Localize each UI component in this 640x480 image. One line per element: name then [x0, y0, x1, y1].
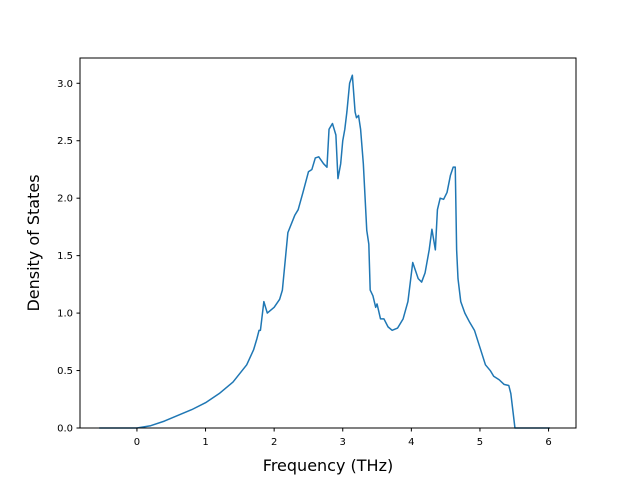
x-tick-label: 6 — [545, 437, 551, 448]
x-axis-label: Frequency (THz) — [263, 456, 393, 475]
x-tick-label: 4 — [408, 437, 414, 448]
y-tick-label: 0.5 — [57, 366, 73, 377]
y-tick-label: 3.0 — [57, 79, 73, 90]
plot-area — [99, 74, 550, 429]
x-tick-label: 3 — [340, 437, 346, 448]
y-axis-label: Density of States — [24, 174, 43, 311]
y-tick-label: 1.0 — [57, 309, 73, 320]
y-axis-ticks: 0.0 0.5 1.0 1.5 2.0 2.5 3.0 — [57, 79, 80, 435]
x-tick-label: 0 — [134, 437, 140, 448]
x-tick-label: 2 — [271, 437, 277, 448]
dos-series-line — [99, 74, 550, 429]
x-tick-label: 5 — [477, 437, 483, 448]
y-tick-label: 2.5 — [57, 136, 73, 147]
y-tick-label: 2.0 — [57, 194, 73, 205]
y-tick-label: 1.5 — [57, 251, 73, 262]
x-tick-label: 1 — [202, 437, 208, 448]
y-tick-label: 0.0 — [57, 424, 73, 435]
plot-frame — [79, 57, 577, 429]
x-axis-ticks: 0 1 2 3 4 5 6 — [134, 428, 552, 448]
